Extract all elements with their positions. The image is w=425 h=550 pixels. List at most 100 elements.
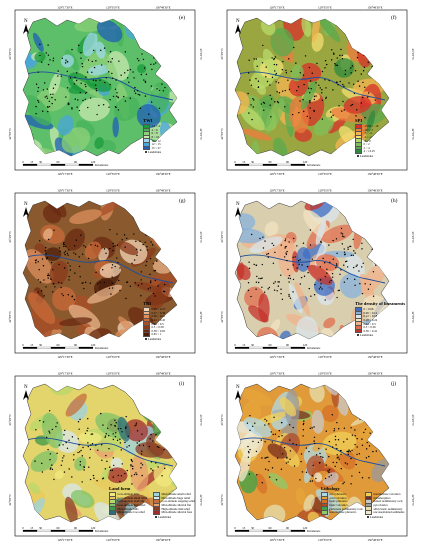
landslide-point <box>268 476 271 478</box>
landslide-point <box>112 433 114 435</box>
lon-tick-bottom: 129°35'0"E <box>318 538 332 542</box>
lat-tick-left: 43°2'0"N <box>220 231 224 243</box>
map-patch <box>42 205 62 224</box>
landslide-point <box>121 463 123 465</box>
legend-label: 6 ~ 8 <box>151 131 158 136</box>
landslide-point <box>136 254 138 257</box>
landslide-point <box>133 233 135 235</box>
landslide-point <box>324 477 327 480</box>
landslide-point <box>111 276 113 278</box>
landslide-point <box>106 460 108 463</box>
landslide-point <box>321 288 323 290</box>
landslide-point <box>346 450 348 453</box>
landslide-point <box>285 253 288 256</box>
legend-landslides: Landslides <box>355 333 373 337</box>
legend-label: 0 ~ 2 <box>363 142 370 147</box>
landslide-point <box>262 44 264 47</box>
landslide-point <box>131 262 133 265</box>
svg-text:60: 60 <box>57 343 61 347</box>
landslide-point <box>249 414 251 417</box>
landslide-point <box>53 478 55 481</box>
legend-label: carbonate sedimentary rock <box>329 506 363 511</box>
landslide-point <box>98 104 100 107</box>
landslide-point <box>47 274 49 277</box>
landslide-point <box>276 457 279 459</box>
landslide-point <box>288 274 291 277</box>
legend-title: SPI <box>355 118 363 123</box>
map-patch <box>258 293 270 323</box>
landslide-point <box>271 57 273 59</box>
landslide-point <box>52 87 55 89</box>
landslide-point <box>318 84 320 87</box>
landslide-point <box>150 85 153 87</box>
lat-tick-left: 43°2'0"N <box>8 414 12 426</box>
lat-tick-right: 43°2'0"N <box>411 414 415 426</box>
landslide-point <box>133 473 136 476</box>
landslide-point <box>300 453 303 455</box>
landslide-point <box>328 476 330 478</box>
map-patch <box>34 51 46 63</box>
landslide-point <box>280 288 282 290</box>
landslide-point <box>73 83 76 85</box>
landslide-point <box>34 259 37 262</box>
landslide-point <box>129 68 132 71</box>
landslide-point <box>116 244 119 246</box>
landslide-point <box>47 106 49 109</box>
landslide-point <box>356 109 358 111</box>
map-patch <box>64 228 85 251</box>
landslide-point <box>321 118 324 120</box>
landslide-point <box>281 421 283 424</box>
landslide-point <box>66 70 69 73</box>
landslide-point <box>58 247 61 249</box>
landslide-point <box>134 282 136 284</box>
landslide-point <box>115 79 117 81</box>
north-arrow-icon: N <box>23 202 29 217</box>
north-arrow-icon: N <box>23 385 29 400</box>
lat-tick-right: 42°5'0"N <box>411 494 415 506</box>
landslide-point <box>302 423 305 426</box>
landslide-point <box>331 273 334 275</box>
landslide-point <box>260 103 263 105</box>
map-patch <box>87 64 111 76</box>
landslide-point <box>71 476 73 478</box>
landslide-point <box>42 421 45 423</box>
landslide-point <box>119 442 122 444</box>
landslide-point <box>324 79 326 81</box>
landslide-point <box>336 296 338 299</box>
landslide-point <box>369 283 372 286</box>
landslide-point <box>257 281 260 284</box>
landslide-point <box>346 463 348 465</box>
landslide-point <box>248 267 251 270</box>
landslide-point <box>58 263 60 266</box>
map-patch <box>249 236 283 253</box>
landslide-point <box>87 442 89 444</box>
landslide-point <box>123 95 125 98</box>
landslide-point <box>250 295 252 298</box>
svg-text:Kilometers: Kilometers <box>95 163 109 167</box>
river-line <box>26 254 174 284</box>
landslide-point <box>133 90 136 92</box>
landslide-point <box>47 238 50 241</box>
landslide-point <box>135 240 137 243</box>
landslide-point <box>325 448 327 450</box>
legend-landslides: Landslides <box>153 515 171 519</box>
landslide-point <box>313 98 316 101</box>
landslide-point <box>103 248 106 250</box>
landslide-point <box>256 275 258 278</box>
landslide-point <box>333 53 335 55</box>
landslide-point <box>321 99 324 101</box>
landslide-point <box>260 277 262 280</box>
landslide-point <box>37 86 40 89</box>
landslide-point <box>251 118 253 121</box>
landslide-point <box>144 80 147 83</box>
landslide-point <box>135 422 138 424</box>
landslide-point <box>271 242 273 245</box>
landslide-icon <box>356 154 359 157</box>
landslide-point <box>289 439 291 441</box>
landslide-point <box>309 244 312 246</box>
landslide-point <box>288 294 290 296</box>
landslide-point <box>63 252 66 254</box>
landslide-point <box>331 446 334 448</box>
landslide-point <box>49 59 51 61</box>
